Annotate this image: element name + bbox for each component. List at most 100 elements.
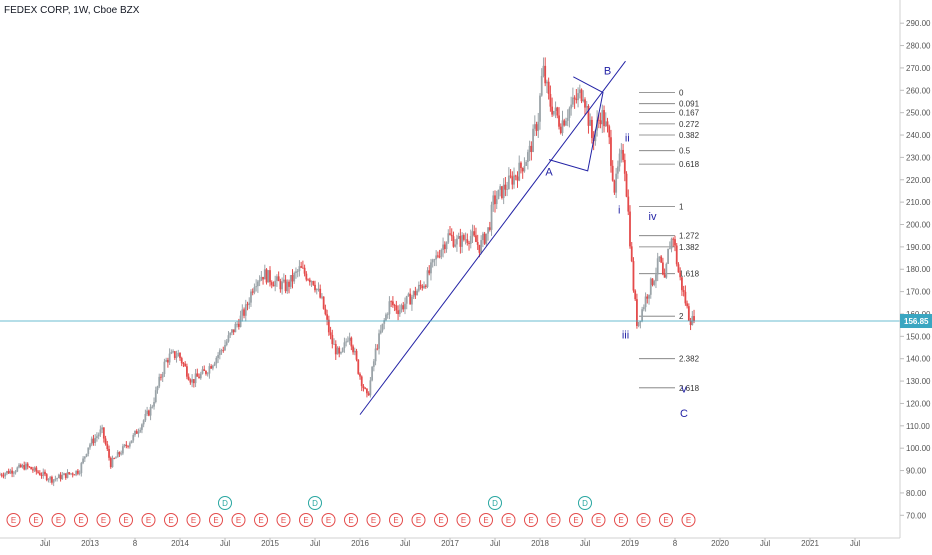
candle-body xyxy=(2,475,5,477)
candle-body xyxy=(163,361,166,375)
earnings-marker xyxy=(434,513,448,527)
earnings-marker xyxy=(96,513,111,527)
candle-body xyxy=(49,476,52,480)
candle-body xyxy=(414,291,417,296)
candle-body xyxy=(144,413,147,421)
earnings-marker-label: E xyxy=(371,516,376,525)
candle-body xyxy=(56,478,59,479)
candle-body xyxy=(166,359,169,363)
earnings-marker xyxy=(524,513,538,527)
candle-body xyxy=(462,235,465,240)
candle-body xyxy=(19,464,22,468)
candle-body xyxy=(224,344,226,351)
candle-body xyxy=(139,429,142,432)
chart-title: FEDEX CORP, 1W, Cboe BZX xyxy=(4,5,140,16)
candle-body xyxy=(409,293,412,305)
earnings-marker-label: E xyxy=(236,516,241,525)
candle-body xyxy=(40,475,43,476)
candle-body xyxy=(359,373,361,377)
candle-body xyxy=(526,152,529,163)
candle-body xyxy=(447,233,450,243)
fib-level-label: 2.382 xyxy=(679,355,700,364)
earnings-marker-label: E xyxy=(303,516,308,525)
candle-body xyxy=(597,119,600,121)
candle-body xyxy=(419,284,422,286)
candle-body xyxy=(146,410,149,414)
candle-body xyxy=(565,120,567,126)
candle-body xyxy=(99,429,102,435)
candle-body xyxy=(244,304,247,316)
candle-body xyxy=(165,359,168,362)
candle-body xyxy=(620,149,623,154)
candle-body xyxy=(390,301,393,303)
candle-body xyxy=(610,137,612,166)
candle-body xyxy=(71,473,74,475)
candle-body xyxy=(580,89,583,102)
price-tick-label: 120.00 xyxy=(906,399,931,408)
candle-body xyxy=(198,376,200,379)
earnings-marker-label: E xyxy=(146,516,151,525)
candle-body xyxy=(461,235,464,247)
candle-body xyxy=(513,175,515,185)
candle-body xyxy=(127,445,129,447)
candle-body xyxy=(246,304,249,306)
candle-body xyxy=(634,290,637,300)
dividend-marker xyxy=(308,496,322,510)
earnings-marker xyxy=(501,513,516,527)
candle-body xyxy=(466,239,469,243)
candle-body xyxy=(630,246,633,262)
candle-body xyxy=(125,444,128,446)
candle-body xyxy=(215,357,218,364)
candle-body xyxy=(45,474,48,480)
candle-body xyxy=(208,366,211,374)
candle-body xyxy=(229,332,232,336)
candle-body xyxy=(177,352,180,357)
candle-body xyxy=(675,245,678,265)
candle-body xyxy=(168,353,171,363)
candle-body xyxy=(175,356,178,358)
price-tick-label: 130.00 xyxy=(906,377,931,386)
earnings-marker xyxy=(321,513,336,527)
candle-body xyxy=(343,342,346,349)
candle-body xyxy=(411,296,413,305)
candle-body xyxy=(210,366,213,369)
time-tick-label: Jul xyxy=(850,539,860,548)
candle-body xyxy=(494,195,496,205)
candle-body xyxy=(170,351,173,354)
candle-body xyxy=(400,305,403,310)
candle-body xyxy=(38,472,41,476)
candle-body xyxy=(686,303,689,307)
earnings-marker-label: E xyxy=(416,516,421,525)
candle-body xyxy=(379,330,382,334)
candle-body xyxy=(338,347,341,354)
price-tick-label: 190.00 xyxy=(906,243,931,252)
candle-body xyxy=(385,314,387,321)
candle-body xyxy=(476,241,479,245)
candle-body xyxy=(426,270,429,287)
candle-body xyxy=(270,282,273,285)
earnings-marker xyxy=(299,513,313,527)
candle-body xyxy=(378,333,380,349)
candle-body xyxy=(554,107,557,111)
candle-body xyxy=(601,110,604,125)
price-tick-label: 200.00 xyxy=(906,221,931,230)
candle-body xyxy=(584,99,586,108)
candle-body xyxy=(528,145,531,153)
candle-body xyxy=(514,175,517,177)
candle-body xyxy=(326,314,329,320)
candle-body xyxy=(64,473,67,478)
candle-body xyxy=(681,277,683,291)
candle-body xyxy=(90,438,93,445)
candle-body xyxy=(315,288,318,291)
candle-body xyxy=(137,431,140,434)
candle-body xyxy=(552,110,555,115)
candle-body xyxy=(260,276,263,281)
wave-label: ii xyxy=(625,133,630,145)
candle-body xyxy=(217,355,219,358)
candle-body xyxy=(483,233,486,244)
candle-body xyxy=(636,299,638,326)
candle-body xyxy=(147,410,150,416)
candle-body xyxy=(248,302,251,306)
